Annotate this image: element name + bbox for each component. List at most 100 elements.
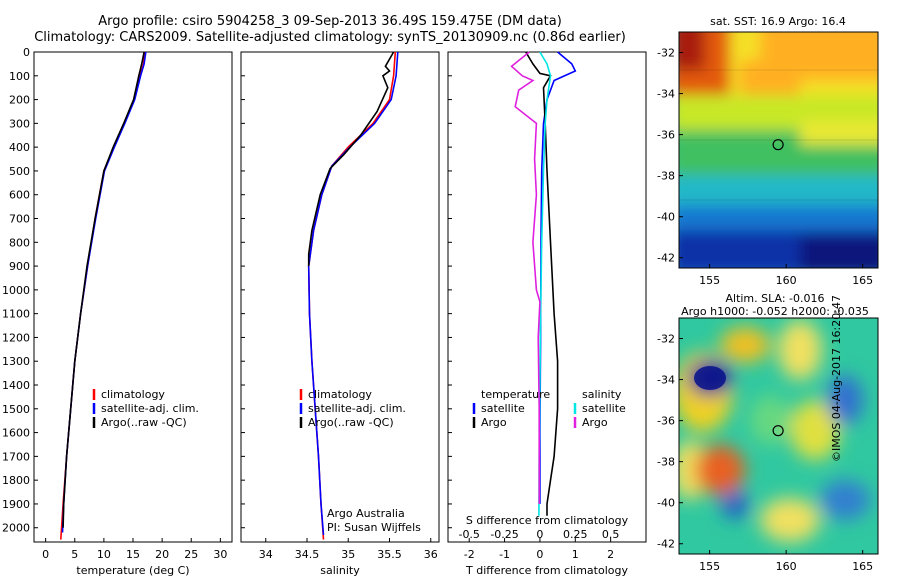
sst-map-title: sat. SST: 16.9 Argo: 16.4	[710, 15, 846, 28]
argo-position-marker	[772, 139, 784, 151]
sst-map-axes: 155 160 165 -32 -34 -36 -38 -40 -42	[657, 47, 873, 287]
s-tick-label: -0.25	[490, 528, 518, 541]
x-tick-label: 165	[852, 274, 873, 287]
x-tick-label: 5	[71, 548, 78, 561]
y-tick-label: -38	[657, 170, 675, 183]
y-tick-label: 700	[9, 213, 30, 226]
y-tick-label: 300	[9, 117, 30, 130]
legend-label: climatology	[308, 388, 372, 401]
y-tick-label: 600	[9, 189, 30, 202]
y-tick-label: -36	[657, 129, 675, 142]
y-tick-label: -42	[657, 252, 675, 265]
legend-label: Argo	[481, 416, 507, 429]
x-tick-label: 155	[699, 274, 720, 287]
y-tick-label: -42	[657, 538, 675, 551]
y-tick-label: -38	[657, 456, 675, 469]
y-tick-label: -32	[657, 47, 675, 60]
x-tick-label: 30	[213, 548, 227, 561]
x-axis-label: temperature (deg C)	[76, 564, 189, 577]
y-tick-label: 1200	[2, 331, 30, 344]
temperature-profile-panel: 0 5 10 15 20 25 300100200300400500600700800900…	[2, 46, 233, 577]
copyright-label: ©IMOS 04-Aug-2017 16:20:47	[830, 295, 843, 462]
x-tick-label: 25	[184, 548, 198, 561]
difference-profile-panel: -2 -1 0 1 2 T difference from climatology temp…	[447, 51, 647, 577]
y-tick-label: 1400	[2, 379, 30, 392]
y-tick-label: 1300	[2, 355, 30, 368]
y-tick-label: -40	[657, 211, 675, 224]
x-axis-label: T difference from climatology	[465, 564, 628, 577]
legend-label: satellite-adj. clim.	[101, 402, 199, 415]
y-tick-label: 1100	[2, 308, 30, 321]
x-axis-label: salinity	[320, 564, 360, 577]
legend-label: Argo	[582, 416, 608, 429]
y-tick-label: 1500	[2, 403, 30, 416]
figure-title-line2: Climatology: CARS2009. Satellite-adjuste…	[34, 30, 626, 45]
y-tick-label: -34	[657, 88, 675, 101]
y-tick-label: -36	[657, 415, 675, 428]
x-tick-label: 0	[42, 548, 49, 561]
x-tick-label: 10	[97, 548, 111, 561]
legend-heading: salinity	[582, 388, 622, 401]
s-tick-label: 0	[536, 528, 543, 541]
x-tick-label: 155	[699, 560, 720, 573]
y-tick-label: 1700	[2, 450, 30, 463]
x-tick-label: 34	[259, 548, 273, 561]
y-tick-label: 100	[9, 70, 30, 83]
x-tick-label: 0	[536, 548, 543, 561]
annotation-text: PI: Susan Wijffels	[327, 521, 421, 534]
y-tick-label: 2000	[2, 522, 30, 535]
x-tick-label: -1	[499, 548, 510, 561]
sst-map-panel: sat. SST: 16.9 Argo: 16.4	[657, 15, 879, 287]
sla-map-frame	[678, 317, 879, 555]
plot-frame	[33, 51, 233, 543]
x-tick-label: 15	[126, 548, 140, 561]
x-tick-label: 20	[155, 548, 169, 561]
sst-map-frame	[678, 31, 879, 269]
argo-position-marker	[772, 425, 784, 437]
y-tick-label: 400	[9, 141, 30, 154]
y-tick-label: 1900	[2, 498, 30, 511]
x-tick-label: 160	[776, 274, 797, 287]
x-tick-label: 35.5	[377, 548, 402, 561]
legend-heading: temperature	[481, 388, 550, 401]
series-line	[307, 51, 399, 535]
x-tick-label: 160	[776, 560, 797, 573]
legend-label: Argo(..raw -QC)	[308, 416, 394, 429]
sla-map-axes: 155 160 165 -32 -34 -36 -38 -40 -42	[657, 333, 873, 573]
legend-label: satellite	[481, 402, 525, 415]
sla-field	[679, 318, 878, 554]
y-tick-label: -34	[657, 374, 675, 387]
annotation-text: Argo Australia	[327, 507, 405, 520]
x-tick-label: 36	[424, 548, 438, 561]
y-tick-label: 900	[9, 260, 30, 273]
y-tick-label: 500	[9, 165, 30, 178]
legend-label: satellite-adj. clim.	[308, 402, 406, 415]
s-tick-label: -0.5	[458, 528, 479, 541]
sla-map-title-line2: Argo h1000: -0.052 h2000: -0.035	[681, 305, 869, 318]
x-tick-label: -2	[464, 548, 475, 561]
x-tick-label: 1	[572, 548, 579, 561]
legend-label: climatology	[101, 388, 165, 401]
y-tick-label: 0	[23, 46, 30, 59]
legend-label: Argo(..raw -QC)	[101, 416, 187, 429]
series-line	[525, 51, 559, 516]
sst-field	[679, 32, 878, 268]
x-tick-label: 165	[852, 560, 873, 573]
series-line	[62, 51, 145, 528]
sla-map-panel: Altim. SLA: -0.016 Argo h1000: -0.052 h2…	[657, 292, 879, 573]
y-tick-label: 200	[9, 94, 30, 107]
salinity-profile-panel: 34 34.5 35 35.5 36 salinity climatologysatelli…	[240, 51, 440, 577]
y-tick-label: -32	[657, 333, 675, 346]
y-tick-label: 1800	[2, 474, 30, 487]
x-tick-label: 35	[341, 548, 355, 561]
series-line	[307, 51, 395, 267]
s-tick-label: 0.5	[602, 528, 620, 541]
legend-label: satellite	[582, 402, 626, 415]
y-tick-label: 1000	[2, 284, 30, 297]
y-tick-label: 800	[9, 236, 30, 249]
y-tick-label: 1600	[2, 427, 30, 440]
plot-frame	[240, 51, 440, 543]
x-tick-label: 2	[607, 548, 614, 561]
x-axis-label-secondary: S difference from climatology	[466, 514, 629, 527]
